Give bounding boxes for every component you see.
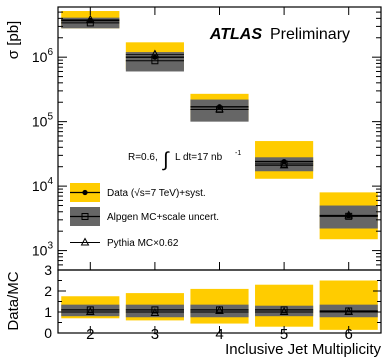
ratio-pythia-point — [150, 307, 160, 317]
ratio-pythia-point — [344, 306, 354, 315]
data-point — [152, 54, 158, 60]
legend-entry-alpgen: Alpgen MC+scale uncert. — [70, 207, 219, 226]
x-tick-label: 2 — [86, 326, 94, 343]
ratio-y-tick-label: 3 — [44, 262, 52, 278]
ratio-alpgen-bar — [125, 304, 184, 318]
data-point — [216, 104, 223, 110]
legend-entry-data: Data (√s=7 TeV)+syst. — [70, 183, 206, 202]
open-square-icon — [81, 213, 89, 220]
tick-exponent: 3 — [47, 241, 53, 252]
jet-radius-text: R=0.6, — [128, 152, 158, 163]
ratio-y-tick-labels: 0 1 2 3 — [44, 262, 52, 341]
main-y-tick-label: 103 — [32, 241, 54, 259]
tick-base: 10 — [32, 49, 48, 65]
ratio-alpgen-bar — [255, 305, 314, 317]
luminosity-label: R=0.6, ∫ L dt=17 nb -1 — [128, 149, 241, 171]
ratio-alpgen-bar — [190, 304, 249, 318]
ratio-alpgen-point — [280, 306, 288, 314]
ratio-frame — [57, 269, 382, 334]
tick-base: 10 — [32, 178, 48, 194]
ratio-alpgen-point — [216, 306, 223, 314]
main-tick-marks — [58, 6, 381, 271]
lumi-exponent: -1 — [235, 150, 241, 157]
legend-data-sqrt: √ — [134, 187, 140, 199]
ratio-pythia-point — [85, 306, 95, 315]
main-y-tick-label: 104 — [32, 176, 54, 194]
tick-exponent: 5 — [47, 112, 53, 123]
x-tick-label: 3 — [151, 326, 159, 343]
data-point — [281, 159, 287, 165]
x-axis-label: Inclusive Jet Multiplicity — [225, 341, 381, 358]
alpgen-band-bar — [190, 99, 249, 122]
ratio-y-tick-label: 1 — [44, 304, 52, 320]
tick-exponent: 6 — [47, 47, 53, 58]
integral-sign: ∫ — [162, 149, 170, 171]
x-tick-label: 6 — [345, 326, 353, 343]
preliminary-label: Preliminary — [270, 26, 350, 43]
ratio-alpgen-point — [345, 307, 353, 315]
tick-base: 10 — [32, 243, 48, 259]
ratio-value-lines — [61, 309, 378, 313]
data-markers — [85, 14, 354, 220]
ratio-y-tick-label: 0 — [44, 325, 52, 341]
ratio-markers — [85, 305, 354, 317]
legend-entry-pythia: Pythia MC×0.62 — [70, 237, 179, 249]
ratio-y-axis-label: Data/MC — [5, 271, 22, 330]
main-y-tick-label: 105 — [32, 112, 54, 130]
pythia-point — [279, 160, 289, 169]
legend-data-text: Data (√s=7 TeV)+syst. — [107, 187, 206, 199]
data-syst-bands — [61, 11, 378, 240]
legend-alpgen-text: Alpgen MC+scale uncert. — [107, 212, 219, 223]
main-y-tick-label: 106 — [32, 47, 54, 65]
tick-base: 10 — [32, 114, 48, 130]
x-tick-labels: 2 3 4 5 6 — [86, 326, 353, 343]
legend-pythia-text: Pythia MC×0.62 — [107, 238, 179, 249]
ratio-pythia-point — [279, 306, 289, 315]
ratio-pythia-point — [215, 305, 224, 314]
ratio-y-tick-label: 2 — [44, 283, 52, 299]
filled-circle-icon — [82, 189, 88, 196]
data-point — [87, 17, 93, 24]
legend-data-pre: Data ( — [107, 188, 135, 199]
x-tick-label: 5 — [280, 326, 288, 343]
legend-data-post: s=7 TeV)+syst. — [140, 188, 206, 199]
legend: Data (√s=7 TeV)+syst. Alpgen MC+scale un… — [70, 183, 219, 249]
open-triangle-icon — [80, 237, 90, 246]
tick-exponent: 4 — [47, 176, 53, 187]
atlas-label: ATLAS — [209, 26, 262, 43]
lumi-text: L dt=17 nb — [175, 152, 223, 163]
y-axis-label: σ [pb] — [5, 21, 22, 59]
data-point — [346, 212, 352, 219]
x-tick-label: 4 — [215, 326, 223, 343]
ratio-panel: 0 1 2 3 2 3 4 5 6 Data/MC Inclusive Jet Multipl… — [5, 262, 382, 358]
ratio-alpgen-point — [151, 306, 159, 314]
ratio-alpgen-point — [86, 306, 94, 314]
